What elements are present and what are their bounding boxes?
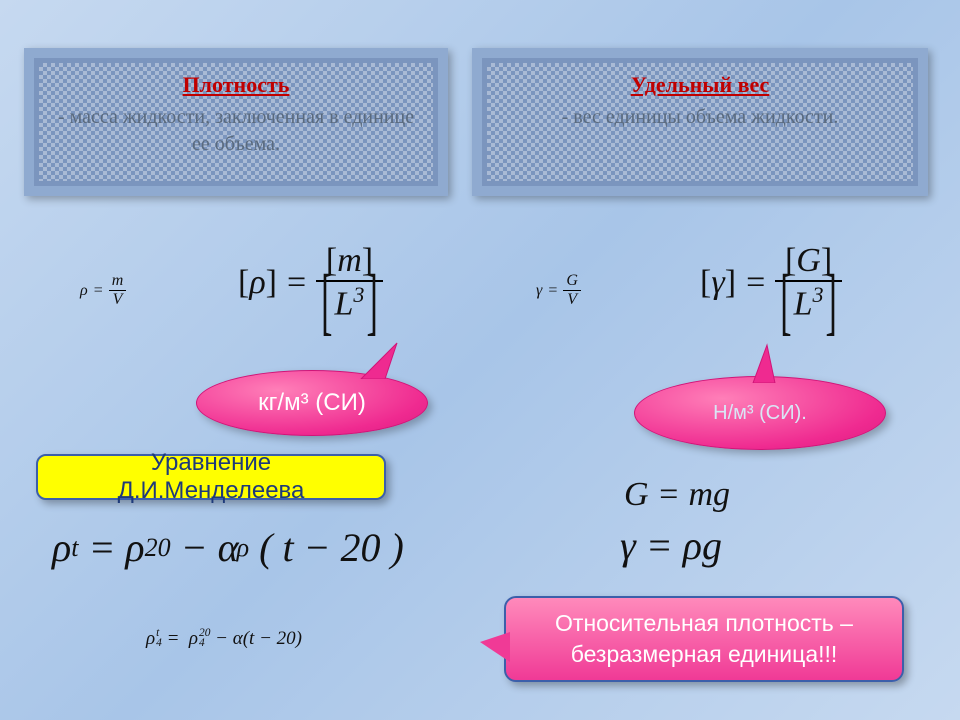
denominator-v: V	[109, 291, 127, 309]
formula-rho-dimension: [ρ] = [m] [L3]	[238, 242, 383, 323]
symbol-gamma: γ	[536, 282, 542, 300]
card-specific-weight-body: - вес единицы объема жидкости.	[500, 104, 900, 131]
formula-rho-definition: ρ = m V	[80, 272, 126, 309]
dim-den-l: L	[335, 285, 354, 322]
density-unit-text: кг/м³ (СИ)	[258, 389, 366, 417]
label-relative-density: Относительная плотность – безразмерная е…	[504, 596, 904, 682]
formula-gamma-dimension: [γ] = [G] [L3]	[700, 242, 842, 323]
numerator-m: m	[109, 272, 127, 291]
card-specific-weight: Удельный вес - вес единицы объема жидкос…	[472, 48, 928, 196]
card-density-title: Плотность	[52, 72, 420, 98]
card-density-body: - масса жидкости, заключенная в единице …	[52, 104, 420, 158]
bubble-tail-icon	[739, 343, 787, 383]
bubble-gamma-unit: Н/м³ (СИ).	[634, 376, 886, 450]
card-density: Плотность - масса жидкости, заключенная …	[24, 48, 448, 196]
formula-g-mg: G = mg	[624, 476, 730, 514]
bubble-density-unit: кг/м³ (СИ)	[196, 370, 428, 436]
card-specific-weight-title: Удельный вес	[500, 72, 900, 98]
gamma-unit-text: Н/м³ (СИ).	[713, 402, 807, 425]
formula-gamma-definition: γ = G V	[536, 272, 581, 309]
dim-exp-3: 3	[353, 282, 364, 307]
dim-num-m: m	[337, 242, 362, 279]
formula-gamma-rhog: γ = ρg	[620, 522, 722, 569]
equals-sign: =	[94, 282, 103, 300]
formula-mendeleev-big: ρt = ρ20 − αρ ( t − 20 )	[52, 524, 404, 571]
formula-mendeleev-small: ρt4 = ρ204 − α(t − 20)	[146, 628, 302, 650]
label-mendeleev: Уравнение Д.И.Менделеева	[36, 454, 386, 500]
bubble-tail-icon	[351, 341, 401, 379]
symbol-rho: ρ	[80, 282, 88, 300]
